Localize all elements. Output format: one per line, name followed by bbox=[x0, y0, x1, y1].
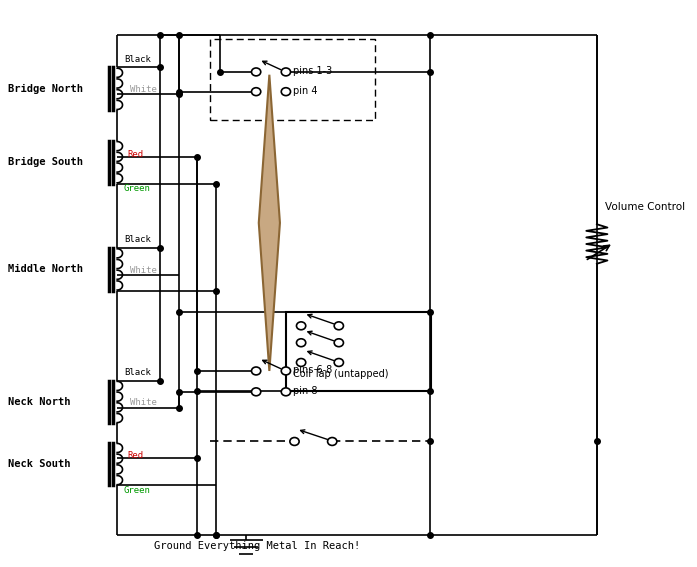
Text: White: White bbox=[130, 85, 158, 94]
Circle shape bbox=[328, 438, 337, 446]
Text: Coil Tap (untapped): Coil Tap (untapped) bbox=[293, 369, 388, 379]
Text: Bridge North: Bridge North bbox=[8, 84, 83, 94]
Circle shape bbox=[252, 388, 261, 396]
Circle shape bbox=[296, 358, 306, 366]
Circle shape bbox=[282, 88, 291, 96]
Text: pin 8: pin 8 bbox=[293, 386, 317, 396]
Text: Red: Red bbox=[127, 451, 143, 460]
Polygon shape bbox=[259, 75, 280, 371]
Circle shape bbox=[290, 438, 299, 446]
Circle shape bbox=[296, 339, 306, 346]
Text: Black: Black bbox=[124, 235, 151, 244]
Text: pin 4: pin 4 bbox=[293, 86, 317, 95]
Circle shape bbox=[252, 88, 261, 96]
Text: White: White bbox=[130, 399, 158, 407]
Text: Green: Green bbox=[124, 486, 151, 495]
Circle shape bbox=[282, 367, 291, 375]
Text: Neck South: Neck South bbox=[8, 459, 70, 469]
Circle shape bbox=[252, 68, 261, 76]
Text: pins 6-8: pins 6-8 bbox=[293, 365, 332, 375]
Text: Bridge South: Bridge South bbox=[8, 157, 83, 167]
Circle shape bbox=[334, 358, 344, 366]
Text: Red: Red bbox=[127, 150, 143, 159]
Text: Black: Black bbox=[124, 55, 151, 64]
Circle shape bbox=[334, 322, 344, 330]
Text: Volume Control: Volume Control bbox=[605, 202, 685, 212]
Text: White: White bbox=[130, 266, 158, 275]
Text: Neck North: Neck North bbox=[8, 397, 70, 407]
Circle shape bbox=[282, 68, 291, 76]
Text: Black: Black bbox=[124, 368, 151, 377]
Circle shape bbox=[252, 367, 261, 375]
Circle shape bbox=[282, 388, 291, 396]
Circle shape bbox=[334, 339, 344, 346]
Text: Middle North: Middle North bbox=[8, 264, 83, 274]
Circle shape bbox=[296, 322, 306, 330]
Text: pins 1-3: pins 1-3 bbox=[293, 66, 332, 76]
Text: Ground Everything Metal In Reach!: Ground Everything Metal In Reach! bbox=[153, 541, 360, 551]
Text: Green: Green bbox=[124, 184, 151, 193]
